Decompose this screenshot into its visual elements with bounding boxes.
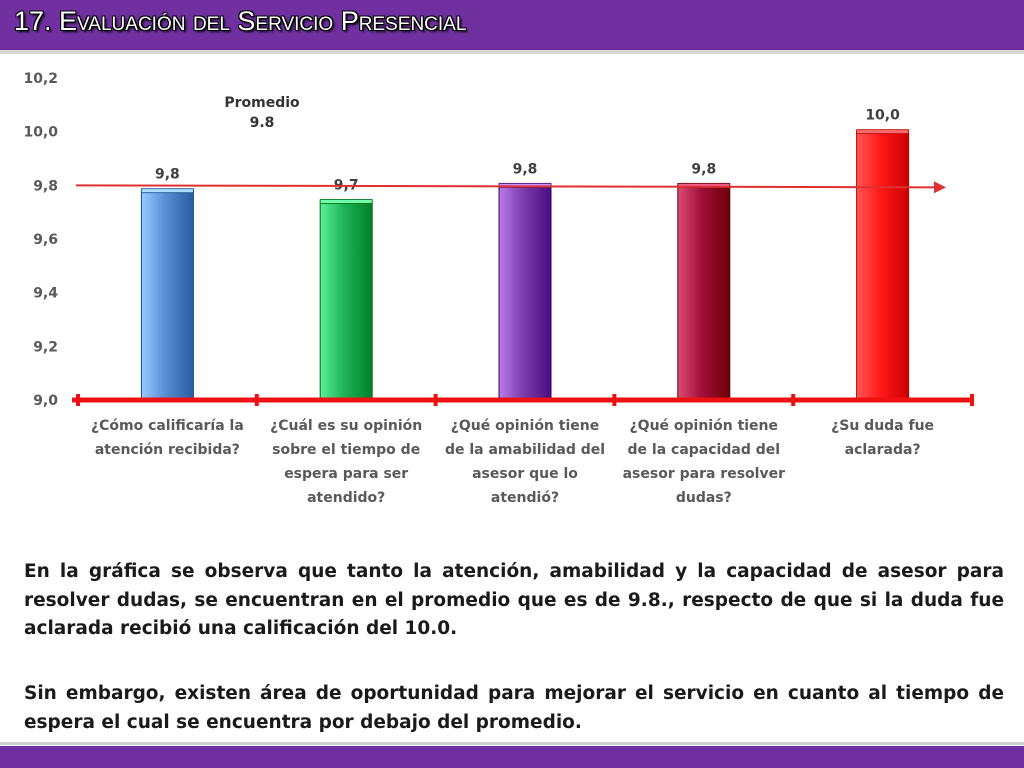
footer-bar	[0, 746, 1024, 768]
analysis-paragraph-1: En la gráfica se observa que tanto la at…	[24, 561, 1004, 639]
y-tick-label: 9,8	[33, 178, 58, 194]
y-tick-label: 9,0	[33, 393, 58, 409]
category-label: ¿Cuál es su opinión sobre el tiempo de esp…	[270, 418, 422, 506]
bar	[498, 184, 552, 401]
bar-cap	[140, 188, 194, 194]
bar	[319, 200, 373, 401]
data-label: 9,8	[691, 161, 716, 177]
data-label: 9,8	[513, 161, 538, 177]
category-label: ¿Cómo calificaría la atención recibida?	[91, 418, 244, 458]
title-divider	[0, 50, 1024, 54]
category-label: ¿Qué opinión tiene de la capacidad del ase…	[623, 418, 785, 506]
bar-chart: 9,09,29,49,69,810,010,2 9,89,79,8 9,810,0…	[23, 71, 974, 506]
y-tick-label: 9,4	[33, 286, 58, 302]
bar-cap	[319, 199, 373, 204]
y-tick-label: 9,2	[33, 339, 58, 355]
bar-cap	[856, 129, 909, 135]
bar	[856, 131, 910, 401]
category-label: ¿Su duda fue aclarada?	[831, 418, 934, 458]
category-label: ¿Qué opinión tiene de la amabilidad del as…	[445, 418, 605, 506]
bar	[140, 190, 194, 401]
y-tick-label: 10,0	[23, 125, 58, 141]
y-tick-label: 9,6	[33, 232, 58, 248]
data-label: 10,0	[865, 108, 900, 124]
slide-title: 17. Evaluación del Servicio Presencial	[14, 6, 467, 36]
average-label: Promedio 9.8	[224, 95, 300, 131]
average-line	[75, 181, 946, 194]
analysis-paragraph-2: Sin embargo, existen área de oportunidad…	[24, 683, 1004, 733]
y-tick-label: 10,2	[23, 71, 58, 87]
data-label: 9,8	[155, 167, 180, 183]
title-bar: 17. Evaluación del Servicio Presencial	[0, 0, 1024, 50]
footer-divider	[0, 742, 1024, 745]
bar	[677, 184, 731, 401]
